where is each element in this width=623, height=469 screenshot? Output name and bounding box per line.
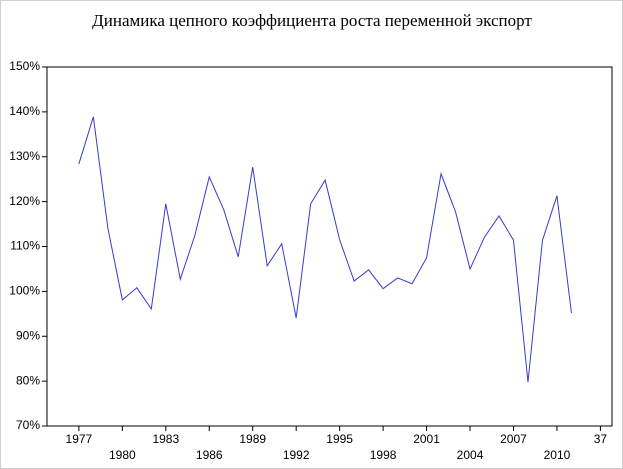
y-tick-label: 100% xyxy=(9,284,40,298)
x-tick-label: 1986 xyxy=(196,448,223,462)
y-tick-label: 70% xyxy=(16,418,40,432)
y-tick-label: 130% xyxy=(9,149,40,163)
x-tick-label: 1989 xyxy=(239,432,266,446)
y-tick-label: 120% xyxy=(9,194,40,208)
x-tick-label: 37 xyxy=(594,432,608,446)
chart-title: Динамика цепного коэффициента роста пере… xyxy=(92,11,532,30)
x-tick-label: 2004 xyxy=(457,448,484,462)
plot-area xyxy=(46,66,613,427)
y-tick-label: 110% xyxy=(10,239,40,253)
x-tick-label: 2010 xyxy=(544,448,571,462)
x-tick-label: 1983 xyxy=(152,432,179,446)
x-tick-label: 1995 xyxy=(326,432,353,446)
x-tick-label: 2001 xyxy=(413,432,440,446)
x-tick-label: 2007 xyxy=(500,432,527,446)
line-series xyxy=(78,116,572,383)
y-tick-label: 90% xyxy=(16,328,40,342)
y-tick-label: 150% xyxy=(9,59,40,73)
x-tick-label: 1998 xyxy=(370,448,397,462)
x-tick-label: 1977 xyxy=(66,432,93,446)
x-tick-label: 1992 xyxy=(283,448,310,462)
y-tick-label: 80% xyxy=(16,373,40,387)
y-tick-label: 140% xyxy=(9,104,40,118)
x-tick-label: 1980 xyxy=(109,448,136,462)
